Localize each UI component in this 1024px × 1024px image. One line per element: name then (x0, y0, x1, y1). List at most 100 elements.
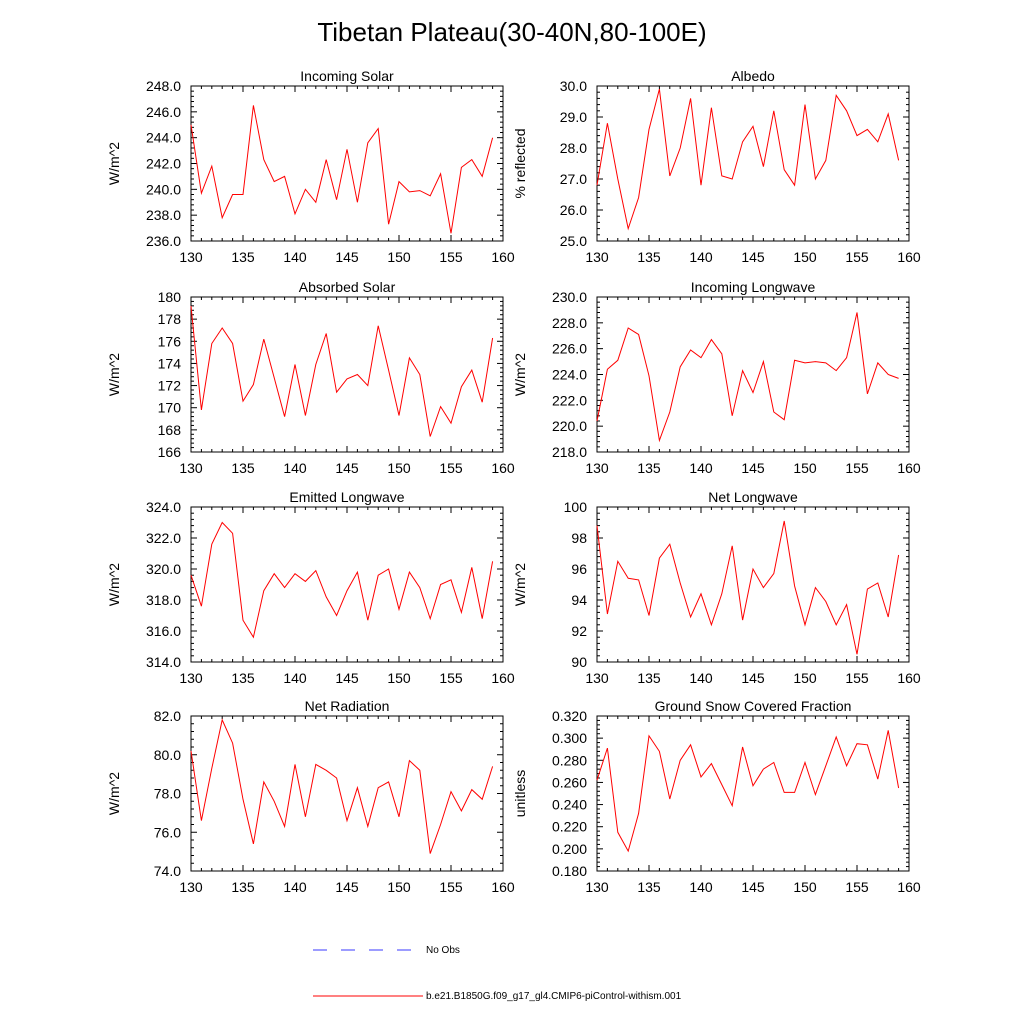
net-longwave-x-tick-label: 155 (845, 670, 869, 686)
absorbed-solar-title: Absorbed Solar (299, 279, 396, 295)
absorbed-solar-x-tick-label: 155 (439, 460, 463, 476)
absorbed-solar-y-tick-label: 176 (158, 333, 182, 349)
net-radiation-x-tick-label: 145 (335, 879, 359, 895)
net-radiation-x-tick-label: 130 (179, 879, 203, 895)
albedo-x-tick-label: 135 (637, 249, 661, 265)
net-radiation-series-line (190, 718, 494, 854)
ground-snow-covered-fraction-y-tick-label: 0.220 (552, 819, 587, 835)
legend-label-model: b.e21.B1850G.f09_g17_gl4.CMIP6-piControl… (426, 991, 682, 1002)
net-longwave-y-tick-label: 100 (564, 499, 588, 515)
incoming-longwave-series-line (596, 312, 899, 443)
albedo-y-tick-label: 28.0 (560, 140, 587, 156)
emitted-longwave-plot-frame (190, 506, 504, 663)
ground-snow-covered-fraction-x-tick-label: 130 (585, 879, 609, 895)
net-longwave-y-tick-label: 90 (571, 654, 587, 670)
incoming-longwave-x-tick-label: 130 (585, 460, 609, 476)
albedo-y-tick-label: 25.0 (560, 233, 587, 249)
incoming-longwave-x-tick-label: 155 (845, 460, 869, 476)
emitted-longwave-x-tick-label: 145 (335, 670, 359, 686)
albedo-x-tick-label: 160 (897, 249, 921, 265)
net-radiation-y-tick-label: 82.0 (154, 708, 181, 724)
emitted-longwave-y-tick-label: 322.0 (146, 530, 181, 546)
net-longwave-series-line (596, 520, 900, 655)
incoming-solar-x-tick-label: 130 (179, 249, 203, 265)
ground-snow-covered-fraction-x-tick-label: 140 (689, 879, 713, 895)
emitted-longwave-x-tick-label: 140 (283, 670, 307, 686)
net-longwave-title: Net Longwave (708, 489, 798, 505)
ground-snow-covered-fraction-x-tick-label: 150 (793, 879, 817, 895)
panel-incoming-solar: Incoming Solar W/m^2 130 135 140 145 150 155 160… (106, 68, 515, 265)
net-longwave-y-tick-label: 92 (571, 623, 587, 639)
ground-snow-covered-fraction-y-tick-label: 0.180 (552, 863, 587, 879)
incoming-longwave-plot-frame (596, 296, 910, 453)
incoming-longwave-y-tick-label: 224.0 (552, 367, 587, 383)
absorbed-solar-x-tick-label: 145 (335, 460, 359, 476)
absorbed-solar-x-tick-label: 160 (491, 460, 515, 476)
albedo-title: Albedo (731, 68, 775, 84)
emitted-longwave-x-tick-label: 155 (439, 670, 463, 686)
incoming-longwave-y-tick-label: 230.0 (552, 289, 587, 305)
incoming-solar-y-tick-label: 244.0 (146, 130, 181, 146)
net-longwave-y-tick-label: 94 (571, 592, 587, 608)
net-longwave-y-tick-label: 96 (571, 561, 587, 577)
emitted-longwave-title: Emitted Longwave (289, 489, 404, 505)
net-longwave-y-tick-label: 98 (571, 530, 587, 546)
incoming-solar-y-tick-label: 240.0 (146, 181, 181, 197)
net-radiation-x-tick-label: 155 (439, 879, 463, 895)
albedo-y-tick-label: 27.0 (560, 171, 587, 187)
net-radiation-y-tick-label: 80.0 (154, 747, 181, 763)
absorbed-solar-x-tick-label: 140 (283, 460, 307, 476)
net-radiation-y-axis-label: W/m^2 (106, 772, 122, 815)
panel-ground-snow-covered-fraction: Ground Snow Covered Fraction unitless 130 1… (512, 698, 921, 895)
absorbed-solar-y-tick-label: 170 (158, 400, 182, 416)
ground-snow-covered-fraction-x-tick-label: 160 (897, 879, 921, 895)
emitted-longwave-y-tick-label: 324.0 (146, 499, 181, 515)
absorbed-solar-x-tick-label: 135 (231, 460, 255, 476)
emitted-longwave-x-tick-label: 135 (231, 670, 255, 686)
incoming-longwave-y-tick-label: 220.0 (552, 418, 587, 434)
emitted-longwave-x-tick-label: 150 (387, 670, 411, 686)
panel-net-radiation: Net Radiation W/m^2 130 135 140 145 150 155 160 7… (106, 698, 515, 895)
panel-absorbed-solar: Absorbed Solar W/m^2 130 135 140 145 150 155 160… (106, 279, 515, 476)
net-radiation-y-tick-label: 74.0 (154, 863, 181, 879)
legend-label-no-obs: No Obs (426, 945, 460, 956)
incoming-longwave-y-tick-label: 222.0 (552, 392, 587, 408)
legend: No Obs b.e21.B1850G.f09_g17_gl4.CMIP6-pi… (313, 945, 682, 1002)
absorbed-solar-y-tick-label: 166 (158, 444, 182, 460)
ground-snow-covered-fraction-y-tick-label: 0.200 (552, 841, 587, 857)
albedo-x-tick-label: 155 (845, 249, 869, 265)
albedo-x-tick-label: 150 (793, 249, 817, 265)
incoming-longwave-title: Incoming Longwave (691, 279, 816, 295)
emitted-longwave-y-tick-label: 316.0 (146, 623, 181, 639)
incoming-solar-x-tick-label: 135 (231, 249, 255, 265)
ground-snow-covered-fraction-x-tick-label: 135 (637, 879, 661, 895)
emitted-longwave-x-tick-label: 160 (491, 670, 515, 686)
incoming-longwave-x-tick-label: 135 (637, 460, 661, 476)
net-longwave-plot-frame (596, 506, 910, 663)
ground-snow-covered-fraction-plot-frame (596, 715, 910, 872)
absorbed-solar-y-tick-label: 172 (158, 378, 182, 394)
incoming-solar-y-tick-label: 242.0 (146, 156, 181, 172)
net-radiation-x-tick-label: 135 (231, 879, 255, 895)
ground-snow-covered-fraction-y-tick-label: 0.240 (552, 797, 587, 813)
net-longwave-x-tick-label: 135 (637, 670, 661, 686)
absorbed-solar-x-tick-label: 150 (387, 460, 411, 476)
absorbed-solar-y-tick-label: 168 (158, 422, 182, 438)
panels-grid: Incoming Solar W/m^2 130 135 140 145 150 155 160… (106, 68, 921, 895)
ground-snow-covered-fraction-y-tick-label: 0.260 (552, 774, 587, 790)
absorbed-solar-y-axis-label: W/m^2 (106, 353, 122, 396)
absorbed-solar-y-tick-label: 180 (158, 289, 182, 305)
emitted-longwave-y-tick-label: 320.0 (146, 561, 181, 577)
incoming-solar-y-axis-label: W/m^2 (106, 142, 122, 185)
net-longwave-x-tick-label: 150 (793, 670, 817, 686)
ground-snow-covered-fraction-y-tick-label: 0.280 (552, 752, 587, 768)
incoming-longwave-y-tick-label: 218.0 (552, 444, 587, 460)
panel-net-longwave: Net Longwave W/m^2 130 135 140 145 150 155 160 90… (512, 489, 921, 686)
ground-snow-covered-fraction-x-tick-label: 155 (845, 879, 869, 895)
incoming-longwave-x-tick-label: 145 (741, 460, 765, 476)
net-radiation-x-tick-label: 150 (387, 879, 411, 895)
panel-incoming-longwave: Incoming Longwave W/m^2 130 135 140 145 150 155… (512, 279, 921, 476)
albedo-x-tick-label: 140 (689, 249, 713, 265)
incoming-solar-plot-frame (190, 85, 504, 242)
